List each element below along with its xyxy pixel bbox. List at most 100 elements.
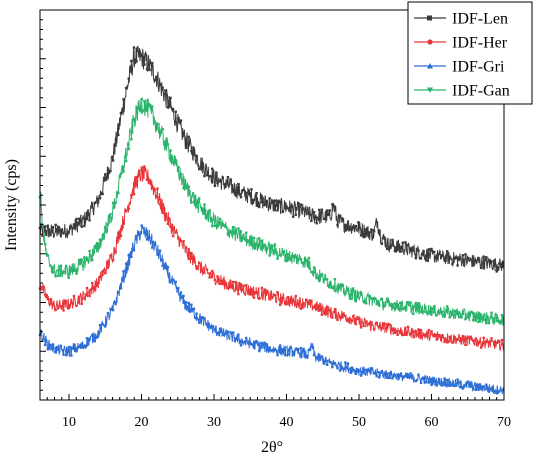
data-point [184, 246, 188, 249]
data-point [305, 258, 308, 262]
data-point [169, 225, 172, 228]
data-point [477, 320, 480, 324]
data-point [354, 224, 358, 228]
data-point [388, 304, 391, 307]
data-point [492, 391, 496, 394]
data-point [328, 308, 331, 312]
data-point [119, 287, 123, 290]
data-point [184, 146, 188, 149]
data-point [179, 119, 183, 122]
data-point [132, 192, 136, 196]
data-point [352, 287, 355, 290]
data-point [375, 374, 378, 378]
data-point [44, 343, 47, 347]
data-point [383, 305, 386, 308]
data-point [208, 175, 211, 178]
data-point [412, 376, 415, 380]
data-point [440, 310, 444, 314]
data-point [346, 227, 350, 231]
data-point [367, 369, 371, 372]
data-point [412, 312, 415, 316]
data-point [124, 159, 128, 163]
data-point [315, 307, 318, 311]
data-point [177, 117, 180, 120]
data-point [404, 305, 407, 309]
data-point [417, 328, 420, 331]
data-point [435, 338, 438, 341]
data-point [372, 327, 376, 331]
data-point [456, 264, 459, 267]
data-point [124, 262, 128, 265]
data-point [211, 325, 214, 328]
data-point [354, 300, 358, 303]
data-point [268, 197, 271, 200]
data-point [445, 378, 449, 382]
data-point [338, 284, 342, 288]
data-point [435, 313, 438, 317]
data-point [211, 167, 214, 171]
data-point [192, 153, 196, 156]
data-point [482, 318, 485, 321]
data-point [62, 231, 65, 235]
data-point [101, 237, 104, 241]
data-point [177, 286, 180, 290]
data-point [244, 336, 248, 340]
data-point [250, 188, 253, 191]
data-point [132, 249, 136, 252]
data-point [445, 341, 449, 344]
data-point [498, 319, 501, 322]
data-point [234, 194, 237, 197]
data-point [354, 372, 358, 376]
data-point [380, 369, 384, 373]
data-point [231, 280, 235, 284]
data-point [213, 184, 217, 187]
data-point [286, 207, 290, 210]
data-point [383, 236, 386, 239]
data-point [380, 297, 384, 301]
x-tick-label: 70 [497, 415, 511, 430]
data-point [367, 294, 371, 298]
data-point [77, 217, 81, 220]
data-point [461, 254, 465, 257]
data-point [338, 214, 342, 217]
data-point [213, 224, 217, 228]
data-point [242, 237, 245, 240]
data-point [255, 291, 258, 295]
data-point [244, 231, 248, 234]
data-point [297, 347, 300, 351]
data-point [438, 333, 441, 337]
data-point [320, 208, 324, 211]
data-point [216, 181, 219, 185]
data-point [354, 322, 358, 326]
data-point [315, 276, 318, 280]
data-point [224, 225, 227, 228]
data-point [299, 258, 303, 261]
data-point [169, 281, 172, 284]
data-point [472, 319, 475, 322]
data-point [148, 68, 151, 72]
data-point [96, 335, 99, 338]
data-point [333, 361, 337, 365]
data-point [479, 313, 483, 316]
data-point [164, 218, 167, 222]
data-point [412, 248, 415, 251]
data-point [260, 341, 264, 345]
data-point [365, 320, 368, 324]
data-point [106, 312, 110, 315]
x-tick-label: 30 [207, 415, 221, 430]
data-point [302, 302, 305, 305]
data-point [294, 255, 297, 259]
data-point [140, 97, 143, 101]
data-point [64, 353, 68, 357]
data-point [500, 338, 504, 342]
data-point [263, 243, 266, 247]
data-point [367, 231, 371, 235]
data-point [333, 308, 337, 311]
data-point [145, 68, 149, 71]
data-point [438, 382, 441, 385]
data-point [203, 317, 206, 320]
data-point [88, 249, 91, 253]
data-point [158, 203, 162, 206]
data-point [310, 300, 313, 303]
data-point [226, 176, 230, 179]
